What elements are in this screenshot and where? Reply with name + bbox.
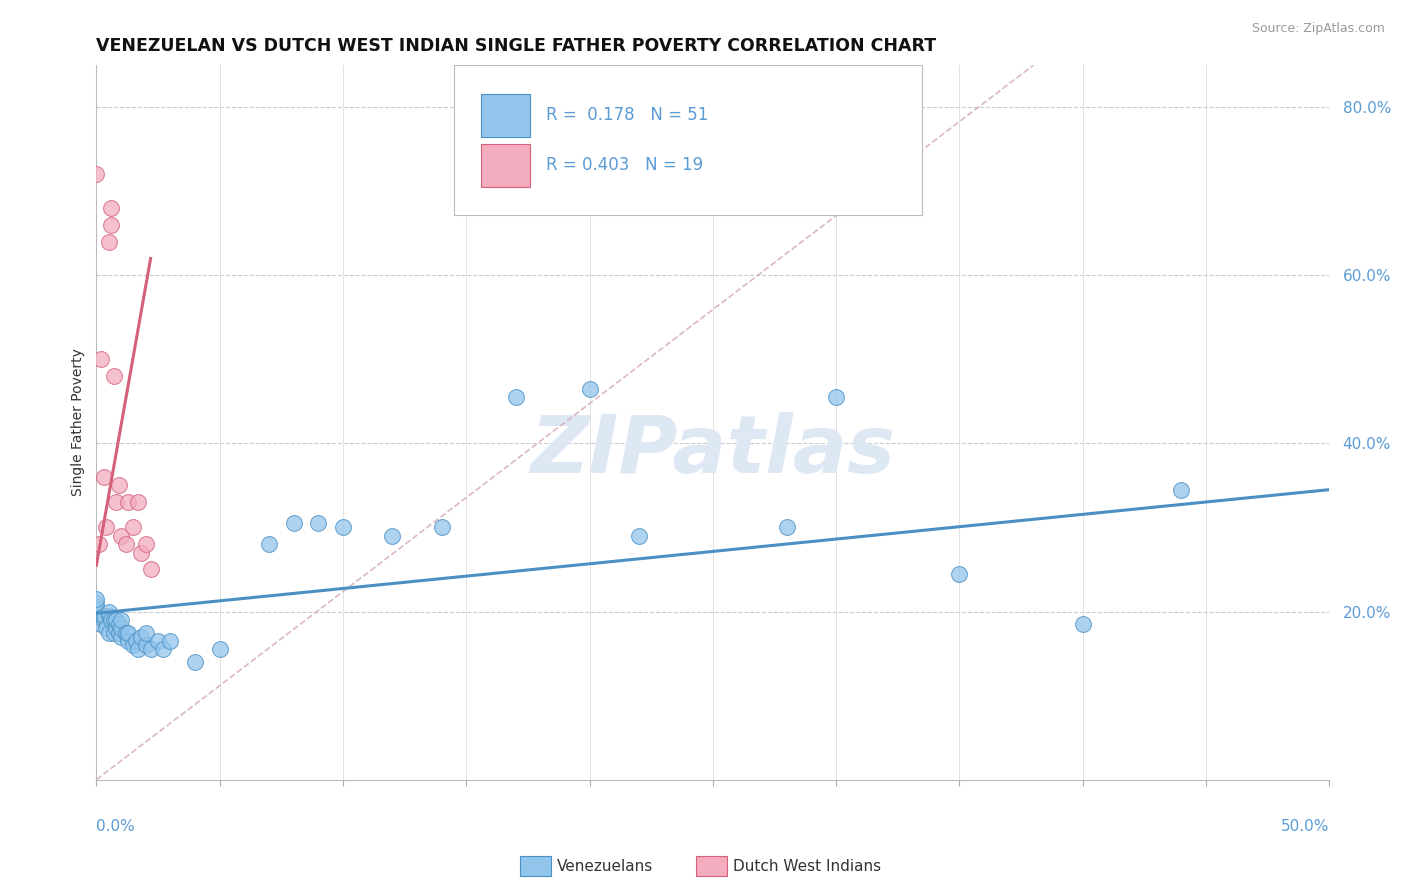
Point	[107, 478, 129, 492]
Point	[90, 617, 112, 632]
Point	[122, 638, 145, 652]
Point	[1170, 483, 1192, 497]
Point	[129, 630, 152, 644]
Point	[105, 621, 128, 635]
Point	[139, 642, 162, 657]
Point	[96, 520, 118, 534]
Point	[86, 605, 108, 619]
Point	[93, 470, 115, 484]
FancyBboxPatch shape	[481, 94, 530, 136]
Text: 50.0%: 50.0%	[1281, 819, 1329, 834]
Point	[100, 613, 122, 627]
Point	[332, 520, 354, 534]
Text: R =  0.178   N = 51: R = 0.178 N = 51	[547, 106, 709, 124]
Point	[208, 642, 231, 657]
Point	[100, 201, 122, 215]
Point	[139, 562, 162, 576]
Point	[97, 625, 120, 640]
Point	[105, 613, 128, 627]
Point	[97, 235, 120, 249]
Point	[107, 617, 129, 632]
Point	[103, 369, 125, 384]
Point	[505, 390, 527, 404]
Point	[97, 608, 120, 623]
Point	[103, 625, 125, 640]
Point	[90, 352, 112, 367]
Text: R = 0.403   N = 19: R = 0.403 N = 19	[547, 156, 703, 174]
Point	[110, 529, 132, 543]
Point	[100, 218, 122, 232]
Point	[135, 537, 157, 551]
Point	[146, 634, 169, 648]
Point	[93, 608, 115, 623]
Point	[578, 382, 600, 396]
Point	[115, 537, 138, 551]
Point	[86, 591, 108, 606]
Point	[115, 625, 138, 640]
Point	[117, 625, 139, 640]
Point	[257, 537, 280, 551]
FancyBboxPatch shape	[454, 65, 922, 215]
Point	[283, 516, 305, 531]
Point	[135, 638, 157, 652]
Point	[110, 630, 132, 644]
Point	[307, 516, 329, 531]
Point	[127, 642, 149, 657]
Point	[122, 520, 145, 534]
Point	[117, 495, 139, 509]
Point	[86, 168, 108, 182]
Text: 0.0%: 0.0%	[97, 819, 135, 834]
Point	[135, 625, 157, 640]
Point	[86, 596, 108, 610]
Point	[87, 537, 110, 551]
Point	[1071, 617, 1094, 632]
Point	[430, 520, 453, 534]
Point	[103, 613, 125, 627]
Point	[627, 529, 650, 543]
Point	[105, 495, 128, 509]
FancyBboxPatch shape	[481, 144, 530, 186]
Point	[107, 625, 129, 640]
Text: VENEZUELAN VS DUTCH WEST INDIAN SINGLE FATHER POVERTY CORRELATION CHART: VENEZUELAN VS DUTCH WEST INDIAN SINGLE F…	[97, 37, 936, 55]
Point	[96, 621, 118, 635]
Point	[125, 634, 148, 648]
Point	[152, 642, 174, 657]
Point	[110, 621, 132, 635]
Point	[117, 634, 139, 648]
Y-axis label: Single Father Poverty: Single Father Poverty	[72, 349, 86, 496]
Point	[776, 520, 799, 534]
Point	[97, 605, 120, 619]
Text: ZIPatlas: ZIPatlas	[530, 412, 896, 490]
Text: Venezuelans: Venezuelans	[557, 859, 652, 873]
Point	[825, 390, 848, 404]
Point	[86, 608, 108, 623]
Point	[86, 600, 108, 615]
Point	[110, 613, 132, 627]
Point	[127, 495, 149, 509]
Text: Dutch West Indians: Dutch West Indians	[733, 859, 880, 873]
Point	[129, 546, 152, 560]
Point	[184, 655, 207, 669]
Point	[93, 613, 115, 627]
Point	[381, 529, 404, 543]
Point	[948, 566, 970, 581]
Text: Source: ZipAtlas.com: Source: ZipAtlas.com	[1251, 22, 1385, 36]
Point	[159, 634, 181, 648]
